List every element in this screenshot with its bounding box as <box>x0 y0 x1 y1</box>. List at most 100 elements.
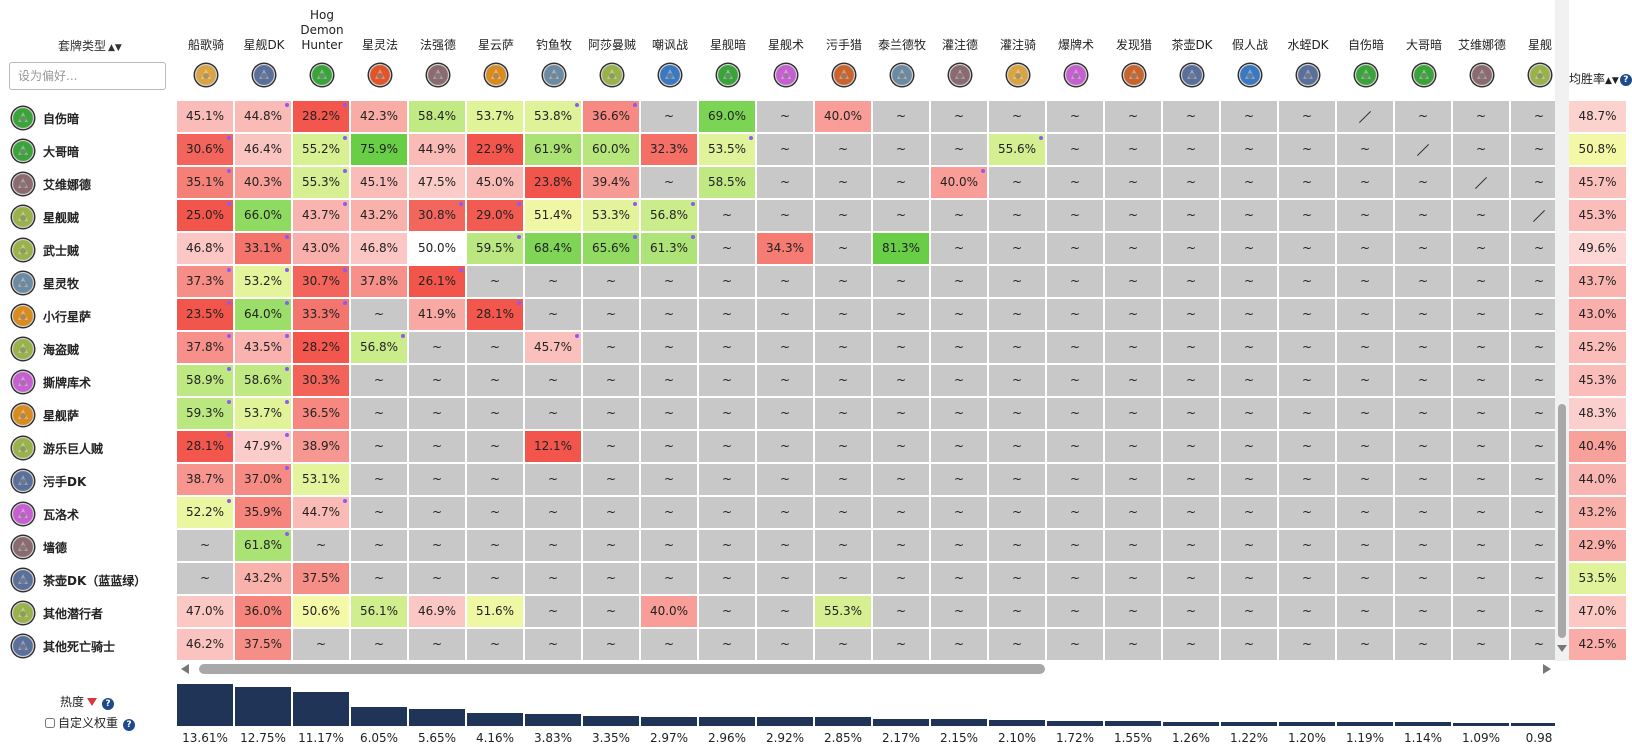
matchup-cell[interactable]: ~ <box>989 431 1045 462</box>
matchup-cell[interactable]: ~ <box>1395 332 1451 363</box>
matchup-cell[interactable]: ~ <box>815 134 871 165</box>
matchup-cell[interactable]: ~ <box>641 266 697 297</box>
matchup-cell[interactable]: 53.7% <box>467 101 523 132</box>
vertical-scroll-thumb[interactable] <box>1558 404 1566 638</box>
matchup-cell[interactable]: ~ <box>1047 266 1103 297</box>
column-header-12[interactable]: 泰兰德牧 <box>873 0 931 99</box>
matchup-cell[interactable]: 56.1% <box>351 596 407 627</box>
matchup-cell[interactable]: ~ <box>467 398 523 429</box>
matchup-cell[interactable]: ~ <box>1105 398 1161 429</box>
matchup-cell[interactable]: 28.2% <box>293 101 349 132</box>
matchup-cell[interactable]: 28.1% <box>177 431 233 462</box>
matchup-cell[interactable]: 61.3% <box>641 233 697 264</box>
matchup-cell[interactable]: 22.9% <box>467 134 523 165</box>
matchup-cell[interactable]: ~ <box>409 629 465 660</box>
matchup-cell[interactable]: ~ <box>1511 233 1555 264</box>
matchup-cell[interactable]: ~ <box>351 629 407 660</box>
matchup-cell[interactable]: ~ <box>525 464 581 495</box>
matchup-cell[interactable]: ~ <box>409 530 465 561</box>
matchup-cell[interactable]: ~ <box>1395 563 1451 594</box>
matchup-cell[interactable]: ~ <box>873 464 929 495</box>
column-header-13[interactable]: 灌注德 <box>931 0 989 99</box>
matchup-cell[interactable]: ~ <box>1279 464 1335 495</box>
matchup-cell[interactable]: ~ <box>525 596 581 627</box>
matchup-cell[interactable]: ~ <box>1279 365 1335 396</box>
matchup-cell[interactable]: ~ <box>815 398 871 429</box>
matchup-cell[interactable]: ~ <box>757 299 813 330</box>
matchup-cell[interactable]: ~ <box>815 431 871 462</box>
matchup-cell[interactable]: ~ <box>1453 629 1509 660</box>
matchup-cell[interactable]: ~ <box>989 332 1045 363</box>
matchup-cell[interactable]: ~ <box>1105 299 1161 330</box>
matchup-cell[interactable]: ~ <box>641 464 697 495</box>
matchup-cell[interactable]: ~ <box>873 134 929 165</box>
matchup-cell[interactable]: 43.5% <box>235 332 291 363</box>
deck-preference-search-input[interactable] <box>9 62 166 90</box>
matchup-cell[interactable]: ~ <box>467 332 523 363</box>
matchup-cell[interactable]: ~ <box>1221 530 1277 561</box>
matchup-cell[interactable]: ~ <box>1105 266 1161 297</box>
matchup-cell[interactable]: ~ <box>1337 332 1393 363</box>
matchup-cell[interactable]: ~ <box>931 233 987 264</box>
matchup-cell[interactable]: ~ <box>583 596 639 627</box>
matchup-cell[interactable]: ~ <box>525 299 581 330</box>
matchup-cell[interactable]: ~ <box>1221 233 1277 264</box>
matchup-cell[interactable]: 33.1% <box>235 233 291 264</box>
matchup-cell[interactable]: ~ <box>699 530 755 561</box>
matchup-cell[interactable]: ~ <box>1047 200 1103 231</box>
matchup-cell[interactable]: ~ <box>641 398 697 429</box>
matchup-cell[interactable]: ~ <box>931 332 987 363</box>
matchup-cell[interactable]: ~ <box>583 266 639 297</box>
matchup-cell[interactable]: ~ <box>1453 530 1509 561</box>
help-icon[interactable]: ? <box>1619 74 1632 86</box>
row-deck-label[interactable]: 其他死亡骑士 <box>0 629 175 662</box>
matchup-cell[interactable]: ~ <box>1279 266 1335 297</box>
matchup-cell[interactable]: ~ <box>583 629 639 660</box>
matchup-cell[interactable]: ~ <box>1221 497 1277 528</box>
matchup-cell[interactable]: ~ <box>1395 497 1451 528</box>
matchup-cell[interactable]: ~ <box>815 530 871 561</box>
matchup-cell[interactable]: 43.2% <box>235 563 291 594</box>
row-deck-label[interactable]: 星灵牧 <box>0 266 175 299</box>
row-deck-label[interactable]: 其他潜行者 <box>0 596 175 629</box>
matchup-cell[interactable]: ~ <box>1105 563 1161 594</box>
matchup-cell[interactable]: ~ <box>467 629 523 660</box>
matchup-cell[interactable]: 50.6% <box>293 596 349 627</box>
matchup-cell[interactable]: ~ <box>1105 431 1161 462</box>
matchup-cell[interactable]: 37.5% <box>235 629 291 660</box>
matchup-cell[interactable]: ~ <box>699 233 755 264</box>
matchup-cell[interactable]: ~ <box>931 134 987 165</box>
matchup-cell[interactable]: ~ <box>583 563 639 594</box>
matchup-cell[interactable]: ~ <box>1453 332 1509 363</box>
matchup-cell[interactable]: ~ <box>815 365 871 396</box>
matchup-cell[interactable]: ~ <box>583 497 639 528</box>
column-header-16[interactable]: 发现猎 <box>1105 0 1163 99</box>
matchup-cell[interactable]: ~ <box>1337 167 1393 198</box>
matchup-cell[interactable]: ~ <box>1395 365 1451 396</box>
matchup-cell[interactable]: ~ <box>583 398 639 429</box>
matchup-cell[interactable]: ~ <box>409 332 465 363</box>
matchup-cell[interactable]: 61.8% <box>235 530 291 561</box>
matchup-cell[interactable]: ~ <box>699 464 755 495</box>
matchup-cell[interactable]: 28.2% <box>293 332 349 363</box>
matchup-cell[interactable]: 75.9% <box>351 134 407 165</box>
matchup-cell[interactable]: ~ <box>293 530 349 561</box>
matchup-cell[interactable]: ~ <box>873 431 929 462</box>
matchup-cell[interactable]: 23.5% <box>177 299 233 330</box>
popularity-sort-header[interactable]: 热度? <box>60 693 115 710</box>
matchup-cell[interactable]: ~ <box>1279 332 1335 363</box>
column-header-6[interactable]: 钓鱼牧 <box>525 0 583 99</box>
matchup-cell[interactable] <box>1337 101 1393 132</box>
matchup-cell[interactable]: ~ <box>1337 266 1393 297</box>
column-header-9[interactable]: 星舰暗 <box>699 0 757 99</box>
matchup-cell[interactable]: ~ <box>1279 497 1335 528</box>
column-header-21[interactable]: 大哥暗 <box>1395 0 1453 99</box>
matchup-cell[interactable]: 28.1% <box>467 299 523 330</box>
matchup-cell[interactable]: ~ <box>1453 497 1509 528</box>
matchup-cell[interactable]: ~ <box>641 497 697 528</box>
matchup-cell[interactable]: ~ <box>1337 299 1393 330</box>
matchup-cell[interactable]: ~ <box>641 365 697 396</box>
matchup-cell[interactable]: ~ <box>757 464 813 495</box>
matchup-cell[interactable]: ~ <box>525 497 581 528</box>
matchup-cell[interactable]: ~ <box>931 200 987 231</box>
